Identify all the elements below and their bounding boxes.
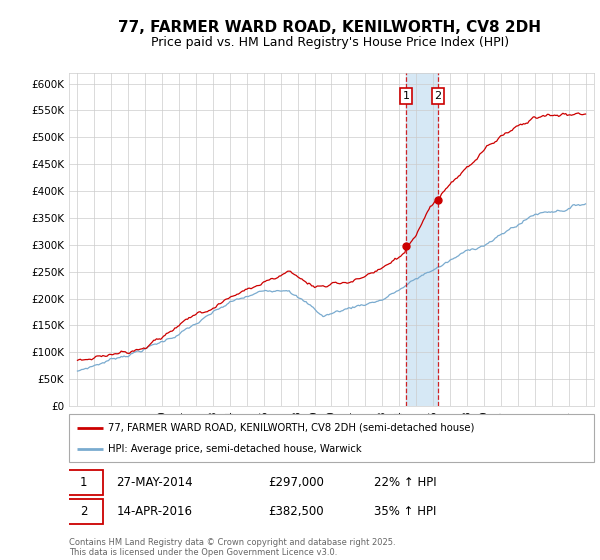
- Text: Price paid vs. HM Land Registry's House Price Index (HPI): Price paid vs. HM Land Registry's House …: [151, 36, 509, 49]
- Text: HPI: Average price, semi-detached house, Warwick: HPI: Average price, semi-detached house,…: [109, 444, 362, 454]
- Text: 1: 1: [80, 475, 87, 489]
- Text: 2: 2: [80, 505, 87, 518]
- Text: 35% ↑ HPI: 35% ↑ HPI: [373, 505, 436, 518]
- Bar: [406, 73, 438, 406]
- Text: 2: 2: [434, 91, 442, 101]
- Text: 27-MAY-2014: 27-MAY-2014: [116, 475, 193, 489]
- Text: £297,000: £297,000: [269, 475, 325, 489]
- FancyBboxPatch shape: [64, 470, 103, 494]
- Text: 14-APR-2016: 14-APR-2016: [116, 505, 192, 518]
- Text: Contains HM Land Registry data © Crown copyright and database right 2025.
This d: Contains HM Land Registry data © Crown c…: [69, 538, 395, 557]
- Text: £382,500: £382,500: [269, 505, 324, 518]
- FancyBboxPatch shape: [64, 499, 103, 524]
- FancyBboxPatch shape: [69, 414, 594, 462]
- Text: 22% ↑ HPI: 22% ↑ HPI: [373, 475, 436, 489]
- Text: 1: 1: [403, 91, 410, 101]
- Text: 77, FARMER WARD ROAD, KENILWORTH, CV8 2DH (semi-detached house): 77, FARMER WARD ROAD, KENILWORTH, CV8 2D…: [109, 423, 475, 433]
- Text: 77, FARMER WARD ROAD, KENILWORTH, CV8 2DH: 77, FARMER WARD ROAD, KENILWORTH, CV8 2D…: [119, 20, 542, 35]
